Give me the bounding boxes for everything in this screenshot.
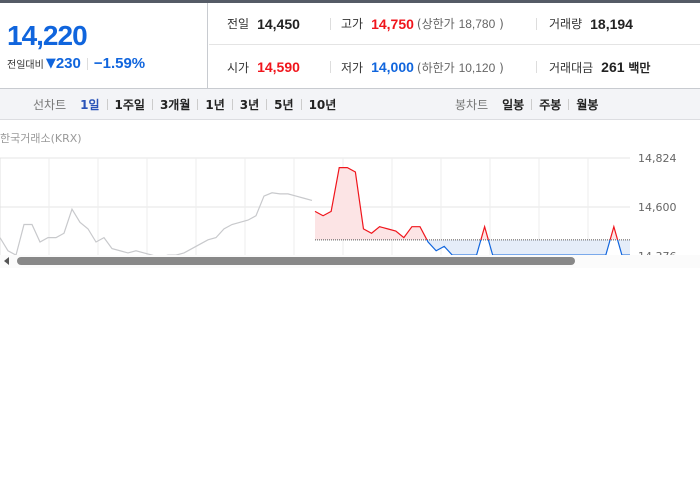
- quote-panel: 14,220 전일대비 ▼ 230 −1.59%: [0, 3, 208, 88]
- high-label: 고가: [341, 17, 364, 31]
- divider: [266, 99, 268, 110]
- divider: [300, 99, 302, 110]
- y-tick-label: 14,376: [638, 250, 677, 255]
- up-line: [314, 167, 619, 240]
- y-tick-label: 14,824: [638, 152, 677, 165]
- period-candle-0[interactable]: 일봉: [502, 98, 525, 112]
- y-tick-label: 14,600: [638, 201, 677, 214]
- divider: [151, 99, 153, 110]
- divider: [568, 99, 570, 110]
- low-label: 저가: [341, 60, 364, 75]
- stats-panel: 전일 14,450 고가 14,750 (상한가 18,780 ) 거래량 18,194…: [209, 3, 700, 88]
- candle-chart-periods: 봉차트 일봉 주봉 월봉: [455, 89, 598, 120]
- line-chart-periods: 선차트 1일 1주일 3개월 1년 3년 5년 10년: [33, 89, 336, 120]
- period-line-1[interactable]: 1주일: [114, 98, 145, 112]
- stats-row: 시가 14,590 저가 14,000 (하한가 10,120 ) 거래대금 261 백…: [209, 46, 700, 88]
- low-value: 14,000: [371, 59, 414, 75]
- period-candle-2[interactable]: 월봉: [576, 98, 599, 112]
- paren: ): [499, 60, 504, 75]
- amount-value: 261: [601, 59, 625, 75]
- top-border: [0, 0, 700, 3]
- open-value: 14,590: [257, 59, 300, 75]
- period-line-5[interactable]: 5년: [274, 98, 294, 112]
- prev-label: 전일: [227, 17, 250, 31]
- line-chart-label: 선차트: [33, 98, 67, 112]
- chart-svg: 14,824 14,600 14,376: [0, 152, 677, 255]
- period-candle-1[interactable]: 주봉: [539, 98, 562, 112]
- period-line-2[interactable]: 3개월: [159, 98, 191, 112]
- prev-day-line: [0, 192, 313, 255]
- up-area: [315, 167, 630, 240]
- divider: [197, 99, 199, 110]
- lower-limit-label: (하한가: [416, 60, 455, 75]
- amount-unit: 백만: [628, 60, 651, 75]
- paren: ): [499, 17, 504, 31]
- change-value: 230: [55, 55, 81, 72]
- period-line-4[interactable]: 3년: [239, 98, 260, 112]
- change-info: 전일대비 ▼ 230 −1.59%: [7, 55, 145, 72]
- period-line-6[interactable]: 10년: [308, 98, 337, 112]
- change-label: 전일대비: [7, 60, 44, 71]
- high-value: 14,750: [371, 15, 414, 32]
- divider: [106, 99, 108, 110]
- lower-limit-value: 10,120: [458, 60, 496, 75]
- open-label: 시가: [227, 60, 250, 75]
- change-percent: −1.59%: [93, 55, 146, 72]
- period-line-3[interactable]: 1년: [205, 98, 225, 112]
- divider: [531, 99, 533, 110]
- volume-value: 18,194: [590, 15, 633, 32]
- candle-chart-label: 봉차트: [455, 98, 489, 112]
- amount-label: 거래대금: [549, 60, 594, 75]
- down-triangle-icon: ▼: [45, 56, 56, 71]
- data-source: 한국거래소(KRX): [0, 132, 82, 145]
- down-area: [315, 239, 630, 255]
- scrollbar-thumb[interactable]: [17, 257, 575, 265]
- horizontal-scrollbar[interactable]: [0, 255, 700, 268]
- upper-limit-label: (상한가: [416, 17, 455, 31]
- price-chart: 14,824 14,600 14,376: [0, 140, 700, 255]
- divider: [231, 99, 233, 110]
- volume-label: 거래량: [549, 17, 583, 31]
- current-price: 14,220: [7, 20, 88, 51]
- period-line-0[interactable]: 1일: [80, 98, 100, 112]
- chart-toolbar: 선차트 1일 1주일 3개월 1년 3년 5년 10년 봉차트 일봉 주봉 월봉: [0, 88, 700, 120]
- stats-row: 전일 14,450 고가 14,750 (상한가 18,780 ) 거래량 18,194: [209, 3, 700, 45]
- upper-limit-value: 18,780: [458, 17, 496, 31]
- scroll-left-arrow-icon[interactable]: [4, 257, 9, 265]
- divider: [86, 57, 88, 70]
- prev-value: 14,450: [257, 15, 300, 32]
